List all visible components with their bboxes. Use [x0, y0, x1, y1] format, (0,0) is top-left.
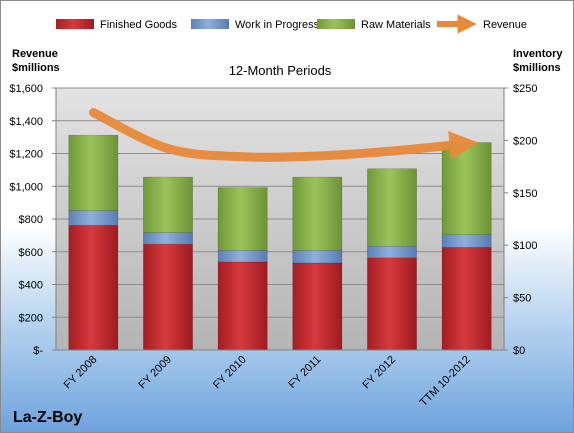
legend-label-revenue: Revenue: [483, 19, 527, 31]
legend-swatch-raw-materials: [317, 19, 355, 29]
right-tick-label: $150: [513, 188, 537, 200]
bar-raw-materials: [292, 176, 343, 251]
legend-swatch-finished-goods: [56, 19, 94, 29]
left-tick-label: $1,000: [9, 181, 43, 193]
bar-work-in-progress: [292, 250, 343, 264]
bar-finished-goods: [143, 243, 193, 351]
legend-label-finished-goods: Finished Goods: [100, 19, 178, 31]
x-tick-label: FY 2010: [211, 354, 249, 392]
left-tick-label: $-: [33, 345, 43, 357]
left-tick-label: $1,400: [9, 116, 43, 128]
left-axis-title-line2: $millions: [12, 62, 60, 74]
bar-work-in-progress: [68, 210, 119, 226]
bar-raw-materials: [441, 142, 492, 235]
bar-raw-materials: [68, 134, 119, 211]
x-tick-label: FY 2012: [360, 354, 398, 392]
bar-finished-goods: [217, 261, 268, 351]
right-tick-label: $200: [513, 135, 537, 147]
left-tick-label: $1,200: [9, 149, 43, 161]
right-tick-label: $0: [513, 345, 525, 357]
bar-finished-goods: [367, 257, 417, 351]
left-axis-title-line1: Revenue: [12, 48, 58, 60]
legend-label-work-in-progress: Work in Progress: [235, 19, 320, 31]
bar-finished-goods: [292, 262, 343, 351]
bar-work-in-progress: [367, 245, 417, 259]
right-tick-label: $250: [513, 83, 537, 95]
legend-swatch-work-in-progress: [191, 19, 229, 29]
chart-subtitle: 12-Month Periods: [229, 63, 332, 78]
x-tick-label: FY 2008: [62, 354, 100, 392]
bars: [68, 134, 492, 351]
revenue-line: [88, 108, 479, 162]
revenue-line-path: [88, 108, 479, 162]
x-tick-label: TTM 10-2012: [418, 354, 473, 409]
legend-label-raw-materials: Raw Materials: [361, 19, 431, 31]
x-tick-label: FY 2011: [286, 354, 323, 391]
left-tick-label: $800: [19, 214, 43, 226]
right-tick-label: $50: [513, 293, 531, 305]
x-tick-label: FY 2009: [136, 354, 174, 392]
left-tick-label: $1,600: [9, 83, 43, 95]
left-tick-label: $400: [19, 280, 43, 292]
right-tick-label: $100: [513, 240, 537, 252]
bar-work-in-progress: [217, 250, 268, 263]
company-name: La-Z-Boy: [13, 409, 82, 426]
bar-raw-materials: [367, 168, 417, 247]
bar-work-in-progress: [441, 234, 492, 248]
bar-work-in-progress: [143, 232, 193, 245]
left-tick-label: $200: [19, 312, 43, 324]
bar-finished-goods: [68, 225, 119, 351]
right-axis-title-line2: $millions: [513, 62, 561, 74]
left-tick-label: $600: [19, 247, 43, 259]
bar-raw-materials: [143, 176, 193, 233]
legend: Finished Goods Work in Progress Raw Mate…: [56, 14, 527, 34]
bar-finished-goods: [441, 247, 492, 351]
right-axis-title-line1: Inventory: [513, 48, 563, 60]
bar-raw-materials: [217, 187, 268, 251]
